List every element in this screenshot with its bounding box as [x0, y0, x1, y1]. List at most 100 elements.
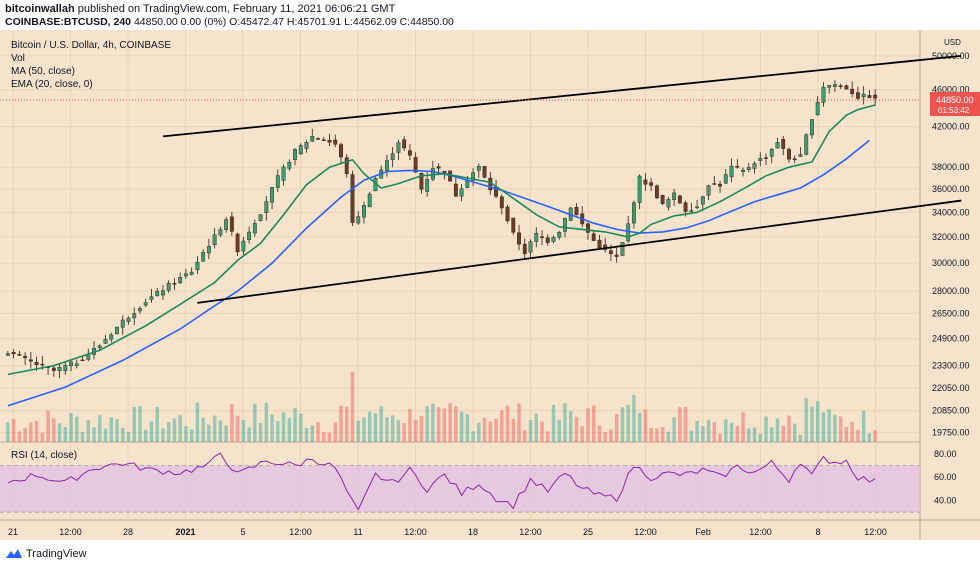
candle-body — [275, 175, 280, 188]
volume-bar — [304, 428, 309, 442]
candle-body — [545, 237, 550, 243]
volume-bar — [557, 419, 561, 442]
candle-body — [752, 163, 757, 169]
volume-bar — [810, 406, 814, 442]
volume-bar — [184, 426, 188, 442]
candle-body — [833, 84, 837, 87]
candle-body — [69, 361, 73, 366]
tradingview-brand[interactable]: TradingView — [26, 548, 87, 560]
volume-bar — [230, 403, 234, 442]
candle-body — [224, 219, 229, 230]
candle-body — [201, 252, 206, 262]
candle-body — [810, 119, 814, 136]
volume-bar — [212, 415, 217, 442]
volume-bar — [649, 427, 653, 442]
chart-area[interactable]: 50000.00 46000.00 42000.00 38000.00 36000.00… — [0, 30, 980, 540]
volume-bar — [471, 431, 475, 442]
volume-bar — [764, 416, 768, 442]
price-tick-label: 20850.00 — [932, 406, 970, 416]
volume-bar — [815, 401, 820, 442]
candle-body — [672, 192, 677, 200]
volume-bar — [591, 405, 596, 442]
author-name[interactable]: bitcoinwallah — [5, 3, 75, 15]
volume-bar — [121, 427, 125, 442]
volume-bar — [373, 413, 378, 442]
volume-bar — [350, 371, 355, 442]
rsi-tick-label: 60.00 — [934, 472, 957, 482]
candle-body — [792, 158, 797, 161]
candle-body — [781, 139, 786, 149]
volume-bar — [500, 410, 504, 442]
volume-bar — [34, 420, 39, 442]
time-tick-label: 12:00 — [289, 527, 312, 537]
volume-bar — [569, 411, 573, 442]
candle-body — [74, 363, 79, 366]
candle-body — [396, 142, 401, 153]
candle-body — [850, 88, 855, 94]
volume-bar — [655, 428, 659, 442]
price-tick-label: 42000.00 — [932, 122, 970, 132]
volume-bar — [218, 420, 223, 442]
candle-body — [712, 183, 717, 185]
volume-bar — [729, 422, 734, 442]
volume-bar — [241, 419, 246, 442]
candle-body — [677, 195, 682, 204]
candle-body — [270, 187, 274, 203]
candle-body — [867, 95, 872, 99]
volume-bar — [701, 426, 705, 442]
time-tick-label: 21 — [8, 527, 18, 537]
candle-body — [827, 85, 832, 88]
volume-bar — [235, 415, 240, 442]
candle-body — [120, 319, 125, 328]
candle-body — [695, 206, 700, 209]
legend-ma[interactable]: MA (50, close) — [11, 66, 75, 77]
candle-body — [264, 201, 269, 213]
candle-body — [741, 170, 745, 172]
legend-ema[interactable]: EMA (20, close, 0) — [11, 79, 93, 90]
time-tick-label: 25 — [583, 527, 593, 537]
candle-body — [40, 363, 45, 366]
volume-bar — [109, 417, 113, 442]
volume-bar — [247, 427, 251, 442]
legend-vol[interactable]: Vol — [11, 53, 25, 64]
candle-body — [666, 199, 671, 208]
volume-bar — [46, 410, 50, 442]
rsi-legend[interactable]: RSI (14, close) — [11, 450, 78, 461]
rsi-tick-label: 80.00 — [934, 449, 957, 459]
candle-body — [385, 160, 389, 171]
volume-bar — [402, 423, 406, 442]
time-tick-label: 8 — [815, 527, 820, 537]
volume-bar — [270, 414, 274, 442]
volume-bar — [706, 419, 711, 442]
volume-bar — [523, 429, 527, 442]
volume-bar — [614, 414, 619, 442]
volume-bar — [143, 429, 148, 442]
candle-body — [138, 308, 142, 312]
volume-bar — [367, 411, 372, 442]
price-chart-svg[interactable]: 50000.00 46000.00 42000.00 38000.00 36000.00… — [0, 30, 980, 540]
volume-bar — [431, 403, 435, 442]
candle-body — [333, 139, 338, 145]
volume-bar — [660, 427, 665, 442]
candle-body — [189, 271, 194, 275]
volume-bar — [63, 426, 68, 442]
volume-bar — [436, 407, 441, 442]
candle-body — [683, 202, 688, 212]
volume-bar — [92, 427, 96, 442]
volume-bar — [408, 408, 412, 442]
candle-body — [327, 140, 332, 143]
ma50-line — [7, 139, 870, 407]
publish-info: published on TradingView.com, February 1… — [77, 3, 396, 15]
candle-body — [195, 262, 200, 270]
rsi-band — [0, 465, 920, 513]
time-tick-label: 18 — [468, 527, 478, 537]
volume-bar — [551, 404, 556, 442]
candle-body — [654, 185, 659, 199]
candle-body — [206, 246, 211, 254]
volume-bar — [833, 415, 837, 442]
volume-bar — [597, 425, 602, 442]
candle-body — [247, 231, 252, 240]
volume-bar — [867, 433, 872, 442]
volume-bar — [689, 430, 694, 442]
volume-bar — [189, 429, 194, 442]
